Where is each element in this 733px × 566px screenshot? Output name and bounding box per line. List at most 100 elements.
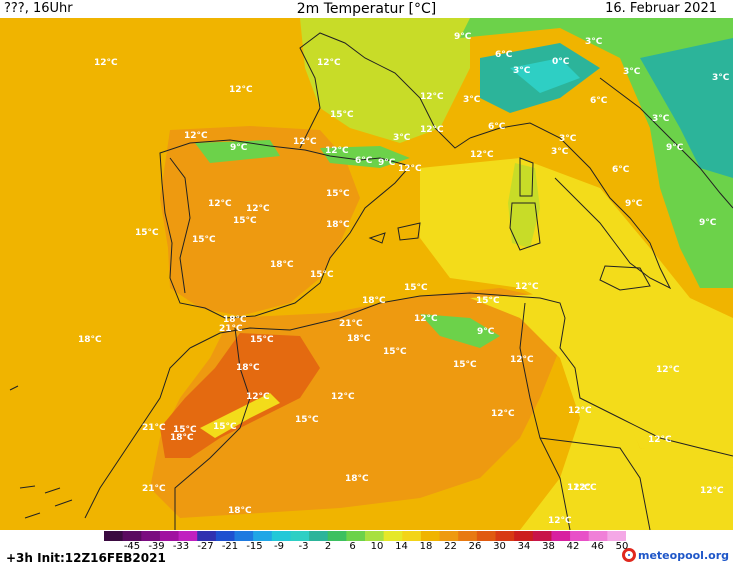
temperature-label: 9°C [625, 199, 643, 209]
temperature-label: 12°C [414, 314, 438, 324]
temperature-label: 18°C [170, 433, 194, 443]
scale-tick-label: -39 [148, 541, 165, 552]
temperature-label: 12°C [573, 483, 597, 493]
temperature-label: 15°C [330, 110, 354, 120]
scale-swatch [178, 531, 198, 541]
scale-tick-label: 46 [591, 541, 604, 552]
canary-islands [19, 485, 73, 519]
temperature-label: 6°C [590, 96, 608, 106]
map-title: 2m Temperatur [°C] [296, 1, 437, 17]
forecast-date: 16. Februar 2021 [605, 1, 717, 16]
temperature-label: 12°C [656, 365, 680, 375]
temperature-label: 12°C [470, 150, 494, 160]
temperature-label: 15°C [476, 296, 500, 306]
temperature-label: 3°C [551, 147, 569, 157]
alps-cyan-zone [510, 58, 580, 93]
scale-swatch [607, 531, 626, 541]
temperature-label: 18°C [345, 474, 369, 484]
scale-tick-label: 26 [468, 541, 482, 552]
temperature-label: 12°C [648, 435, 672, 445]
temperature-label: 6°C [488, 122, 506, 132]
scale-swatch [197, 531, 217, 541]
temperature-label: 21°C [142, 484, 166, 494]
temperature-label: 18°C [270, 260, 294, 270]
brand-name: meteopool.org [638, 548, 729, 562]
temperature-label: 3°C [393, 133, 411, 143]
scale-tick-label: 14 [395, 541, 408, 552]
temperature-label: 9°C [378, 158, 396, 168]
iberia-coast [159, 139, 411, 319]
scale-swatch [402, 531, 422, 541]
border-spain-portugal [169, 157, 191, 294]
scale-swatch [346, 531, 366, 541]
temperature-label: 18°C [223, 315, 247, 325]
temperature-label: 9°C [230, 143, 248, 153]
legend-footer: -45 -39 -33 -27 -21 -15 -9 -3 2 6 10 14 18 22 26 30 34 38… [0, 530, 733, 566]
brand-logo[interactable]: meteopool.org [622, 547, 729, 563]
temperature-label: 15°C [135, 228, 159, 238]
scale-tick-label: 34 [517, 541, 531, 552]
temperature-label: 18°C [326, 220, 350, 230]
tunisia-yellow-zone [470, 293, 733, 530]
scale-tick-label: 18 [419, 541, 433, 552]
temperature-label: 12°C [229, 85, 253, 95]
temperature-label: 0°C [552, 57, 570, 67]
scale-tick-label: -3 [298, 541, 309, 552]
temperature-label: 6°C [355, 156, 373, 166]
scale-tick-label: 10 [370, 541, 384, 552]
scale-ticks: -45 -39 -33 -27 -21 -15 -9 -3 2 6 10 14 18 22 26 30 34 38… [104, 541, 629, 555]
scale-tick-label: 38 [542, 541, 555, 552]
iberia-warm-zone [160, 126, 360, 316]
temperature-label: 12°C [700, 486, 724, 496]
temperature-label: 12°C [568, 406, 592, 416]
scale-swatch [141, 531, 161, 541]
temperature-label: 12°C [293, 137, 317, 147]
temperature-label: 6°C [495, 50, 513, 60]
temperature-label: 3°C [652, 114, 670, 124]
border-algeria-tunisia [519, 302, 571, 530]
scale-swatch [420, 531, 441, 541]
scale-tick-label: 22 [444, 541, 457, 552]
cantabria-green-strip [195, 140, 280, 163]
temperature-label: 15°C [250, 335, 274, 345]
temperature-label: 9°C [477, 327, 495, 337]
temperature-label: 12°C [246, 204, 270, 214]
sardinia-coast [509, 202, 541, 251]
scale-swatch [271, 531, 291, 541]
scale-swatch [215, 531, 235, 541]
temperature-label: 12°C [331, 392, 355, 402]
temperature-label: 3°C [559, 134, 577, 144]
scale-swatch [588, 531, 608, 541]
scale-swatch [570, 531, 590, 541]
med-yellow-zone [420, 158, 733, 468]
border-algeria-morocco [174, 327, 251, 530]
italy-coast [469, 122, 672, 290]
meteopool-logo-icon [622, 548, 636, 562]
africa-coast [189, 292, 733, 457]
scale-swatch [532, 531, 552, 541]
temperature-label: 12°C [208, 199, 232, 209]
temperature-label: 15°C [404, 283, 428, 293]
scale-swatch [458, 531, 478, 541]
temperature-label: 12°C [184, 131, 208, 141]
scale-tick-label: -27 [197, 541, 214, 552]
temperature-label: 12°C [94, 58, 118, 68]
temperature-label: 18°C [228, 506, 252, 516]
temperature-map[interactable]: 12°C 12°C 12°C 9°C 6°C 3°C 3°C 0°C 3°C 3°C 12°C 15°… [0, 18, 733, 530]
scale-tick-label: -21 [221, 541, 239, 552]
balearic-island [368, 232, 386, 244]
temperature-label: 9°C [454, 32, 472, 42]
scale-swatch [122, 531, 142, 541]
pyrenees-green-strip [320, 146, 410, 168]
france-coast [299, 32, 471, 149]
temperature-label: 15°C [453, 360, 477, 370]
balkan-coast [599, 77, 733, 209]
balkan-teal-zone [640, 38, 733, 178]
scale-tick-label: -45 [123, 541, 141, 552]
temperature-label: 18°C [347, 334, 371, 344]
scale-tick-label: 2 [324, 541, 332, 552]
init-time-label: +3h Init:12Z16FEB2021 [6, 551, 166, 565]
coastlines [84, 32, 733, 530]
scale-swatch [514, 531, 534, 541]
temperature-label: 12°C [548, 516, 572, 526]
